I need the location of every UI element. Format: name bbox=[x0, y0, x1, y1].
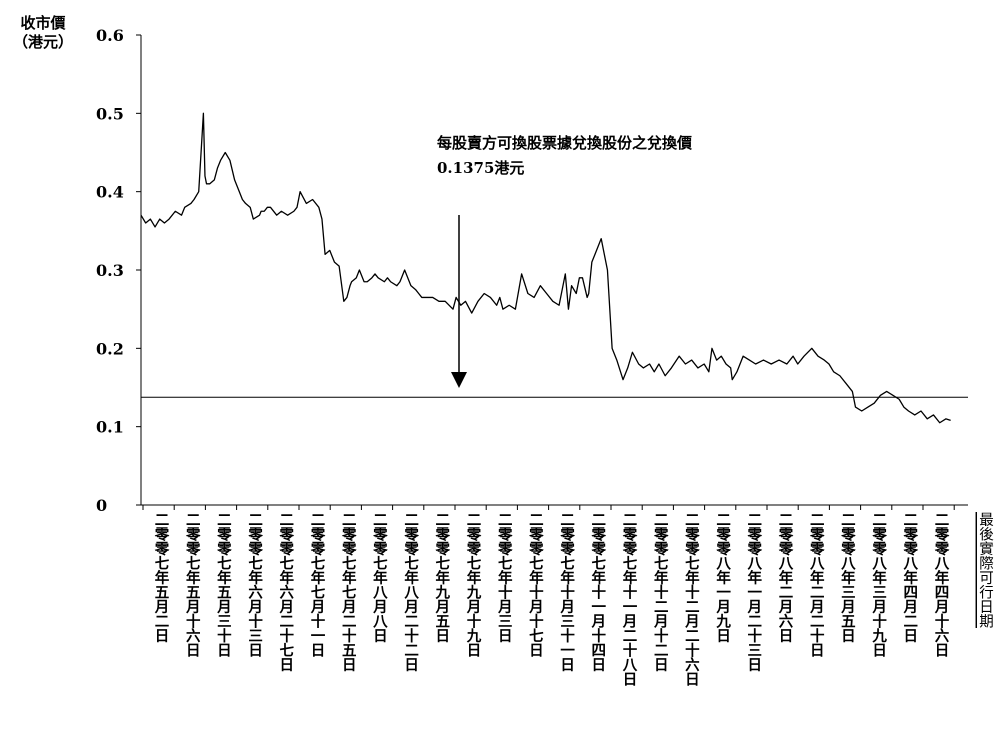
price-series-line bbox=[140, 112, 951, 424]
x-tick-label: 二零零七年十月三日 bbox=[496, 512, 513, 644]
y-tick-label: 0.5 bbox=[96, 104, 124, 123]
x-axis-title: 最後實際可行日期 bbox=[977, 512, 993, 629]
x-tick-label: 二零零七年十月十七日 bbox=[527, 512, 544, 658]
x-tick-label: 二零零八年二月二十日 bbox=[808, 512, 825, 658]
x-tick-label: 二零零八年三月五日 bbox=[839, 512, 856, 644]
arrow-group bbox=[451, 215, 467, 388]
annotation-line1: 每股賣方可換股票據兌換股份之兌換價 bbox=[437, 134, 693, 152]
y-axis-title: 收市價 （港元） bbox=[4, 14, 82, 52]
x-tick-label: 二零零七年十二月十二日 bbox=[652, 512, 669, 673]
annotation-line2: 0.1375港元 bbox=[437, 159, 525, 177]
x-tick-label: 二零零七年十月三十一日 bbox=[558, 512, 575, 673]
x-ticks bbox=[142, 505, 955, 510]
x-tick-label: 二零零八年四月二日 bbox=[901, 512, 918, 644]
y-tick-label: 0.6 bbox=[96, 26, 124, 45]
x-tick-label: 二零零七年十一月十四日 bbox=[589, 512, 606, 673]
x-tick-label: 二零零八年一月二十三日 bbox=[745, 512, 762, 673]
x-tick-labels: 二零零七年五月二日 二零零七年五月十六日 二零零七年五月三十日 二零零七年六月十三日二… bbox=[153, 512, 950, 687]
y-tick-label: 0.3 bbox=[96, 261, 124, 280]
x-tick-label: 二零零七年八月八日 bbox=[371, 512, 388, 644]
x-tick-label: 二零零八年三月十九日 bbox=[870, 512, 887, 658]
y-axis-title-line1: 收市價 bbox=[20, 14, 66, 32]
x-tick-label: 二零零七年九月五日 bbox=[433, 512, 450, 644]
y-ticks: 0 0.1 0.2 0.3 0.4 0.5 0.6 bbox=[96, 26, 141, 515]
series-group bbox=[140, 112, 951, 424]
x-tick-label: 二零零七年十一月二十八日 bbox=[621, 512, 638, 687]
x-tick-label: 二零零七年七月二十五日 bbox=[340, 512, 357, 673]
x-tick-label: 二零零八年四月十六日 bbox=[933, 512, 950, 658]
arrow-head bbox=[451, 372, 467, 388]
x-tick-label: 二零零八年二月六日 bbox=[777, 512, 794, 644]
y-axis-title-line2: （港元） bbox=[12, 33, 73, 51]
x-tick-label: 二零零七年十二月二十六日 bbox=[683, 512, 700, 687]
x-tick-label: 二零零八年一月九日 bbox=[714, 512, 731, 644]
x-tick-label: 二零零七年五月十六日 bbox=[184, 512, 201, 658]
y-tick-label: 0.4 bbox=[96, 183, 124, 202]
conversion-price-annotation: 每股賣方可換股票據兌換股份之兌換價 0.1375港元 bbox=[437, 131, 692, 181]
x-tick-label: 二零零七年七月十一日 bbox=[309, 512, 326, 658]
x-tick-label: 二零零七年五月三十日 bbox=[215, 512, 232, 658]
x-tick-label: 二零零七年六月十三日 bbox=[246, 512, 263, 658]
x-tick-label: 二零零七年九月十九日 bbox=[465, 512, 482, 658]
x-tick-label: 二零零七年八月二十二日 bbox=[402, 512, 419, 673]
y-tick-label: 0.2 bbox=[96, 339, 124, 358]
axes bbox=[140, 35, 968, 506]
y-tick-label: 0 bbox=[96, 496, 107, 515]
y-tick-label: 0.1 bbox=[96, 418, 124, 437]
x-tick-label: 二零零七年六月二十七日 bbox=[277, 512, 294, 673]
x-tick-label: 二零零七年五月二日 bbox=[153, 512, 170, 644]
